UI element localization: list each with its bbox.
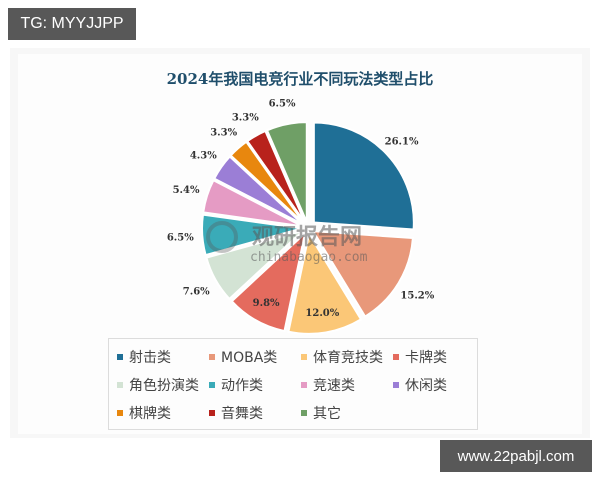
slice-label: 4.3% [190,150,217,161]
pie-slice [265,121,308,223]
legend-swatch-icon [117,354,123,360]
legend-item: 棋牌类 [117,399,209,427]
legend-label: 角色扮演类 [129,378,199,394]
pie-slices [201,121,415,335]
slice-label: 15.2% [400,291,434,302]
pie-slice [229,140,305,225]
legend-swatch-icon [393,354,399,360]
top-watermark-tag: TG: MYYJJPP [8,8,136,40]
legend-swatch-icon [301,354,307,360]
slice-label: 5.4% [173,185,200,196]
legend-label: 动作类 [221,378,263,394]
pie-slice [287,231,363,335]
legend-swatch-icon [117,410,123,416]
legend-item: 音舞类 [209,399,301,427]
pie-slice [212,155,304,226]
legend-label: 体育竞技类 [313,350,383,366]
watermark: 观研报告网 chinabaogao.com [206,221,368,265]
legend-label: 竞速类 [313,378,355,394]
watermark-cn: 观研报告网 [252,225,362,250]
legend-label: 休闲类 [405,378,447,394]
slice-label: 6.5% [167,232,194,243]
legend-item: MOBA类 [209,343,301,371]
slice-label: 12.0% [305,308,339,319]
legend-label: MOBA类 [221,350,278,366]
pie-slice [202,178,303,228]
pie-labels: 26.1% 15.2% 12.0% 9.8% 7.6% 6.5% 5.4% 4.3% 3.3% 3… [167,99,435,319]
legend-item: 射击类 [117,343,209,371]
chart-title: 2024年我国电竞行业不同玩法类型占比 [166,70,434,88]
chart-legend: 射击类 MOBA类 体育竞技类 卡牌类角色扮演类 动作类 竞速类 休闲类棋牌类 音舞类 其它 [108,338,478,430]
legend-label: 卡牌类 [405,350,447,366]
bottom-watermark-tag: www.22pabjl.com [440,440,592,472]
legend-swatch-icon [393,382,399,388]
slice-label: 7.6% [183,286,210,297]
pie-slice [201,213,303,257]
watermark-logo-icon [206,221,238,253]
pie-slice [205,229,304,301]
legend-item: 竞速类 [301,371,393,399]
pie-slice [311,229,414,318]
legend-swatch-icon [209,354,215,360]
legend-swatch-icon [209,382,215,388]
slice-label: 6.5% [269,99,296,110]
legend-item: 卡牌类 [393,343,485,371]
slice-label: 26.1% [385,137,419,148]
legend-item: 其它 [301,399,393,427]
watermark-en: chinabaogao.com [250,250,368,265]
slice-label: 9.8% [253,298,280,309]
pie-slice [245,129,306,224]
legend-item: 角色扮演类 [117,371,209,399]
legend-label: 射击类 [129,350,171,366]
pie-slice [230,230,307,333]
legend-item: 动作类 [209,371,301,399]
legend-swatch-icon [301,410,307,416]
legend-swatch-icon [209,410,215,416]
slice-label: 3.3% [210,128,237,139]
legend-label: 棋牌类 [129,406,171,422]
legend-item: 休闲类 [393,371,485,399]
pie-slice [312,121,415,231]
legend-item: 体育竞技类 [301,343,393,371]
legend-swatch-icon [117,382,123,388]
legend-label: 其它 [313,406,341,422]
slice-label: 3.3% [232,112,259,123]
legend-label: 音舞类 [221,406,263,422]
legend-swatch-icon [301,382,307,388]
